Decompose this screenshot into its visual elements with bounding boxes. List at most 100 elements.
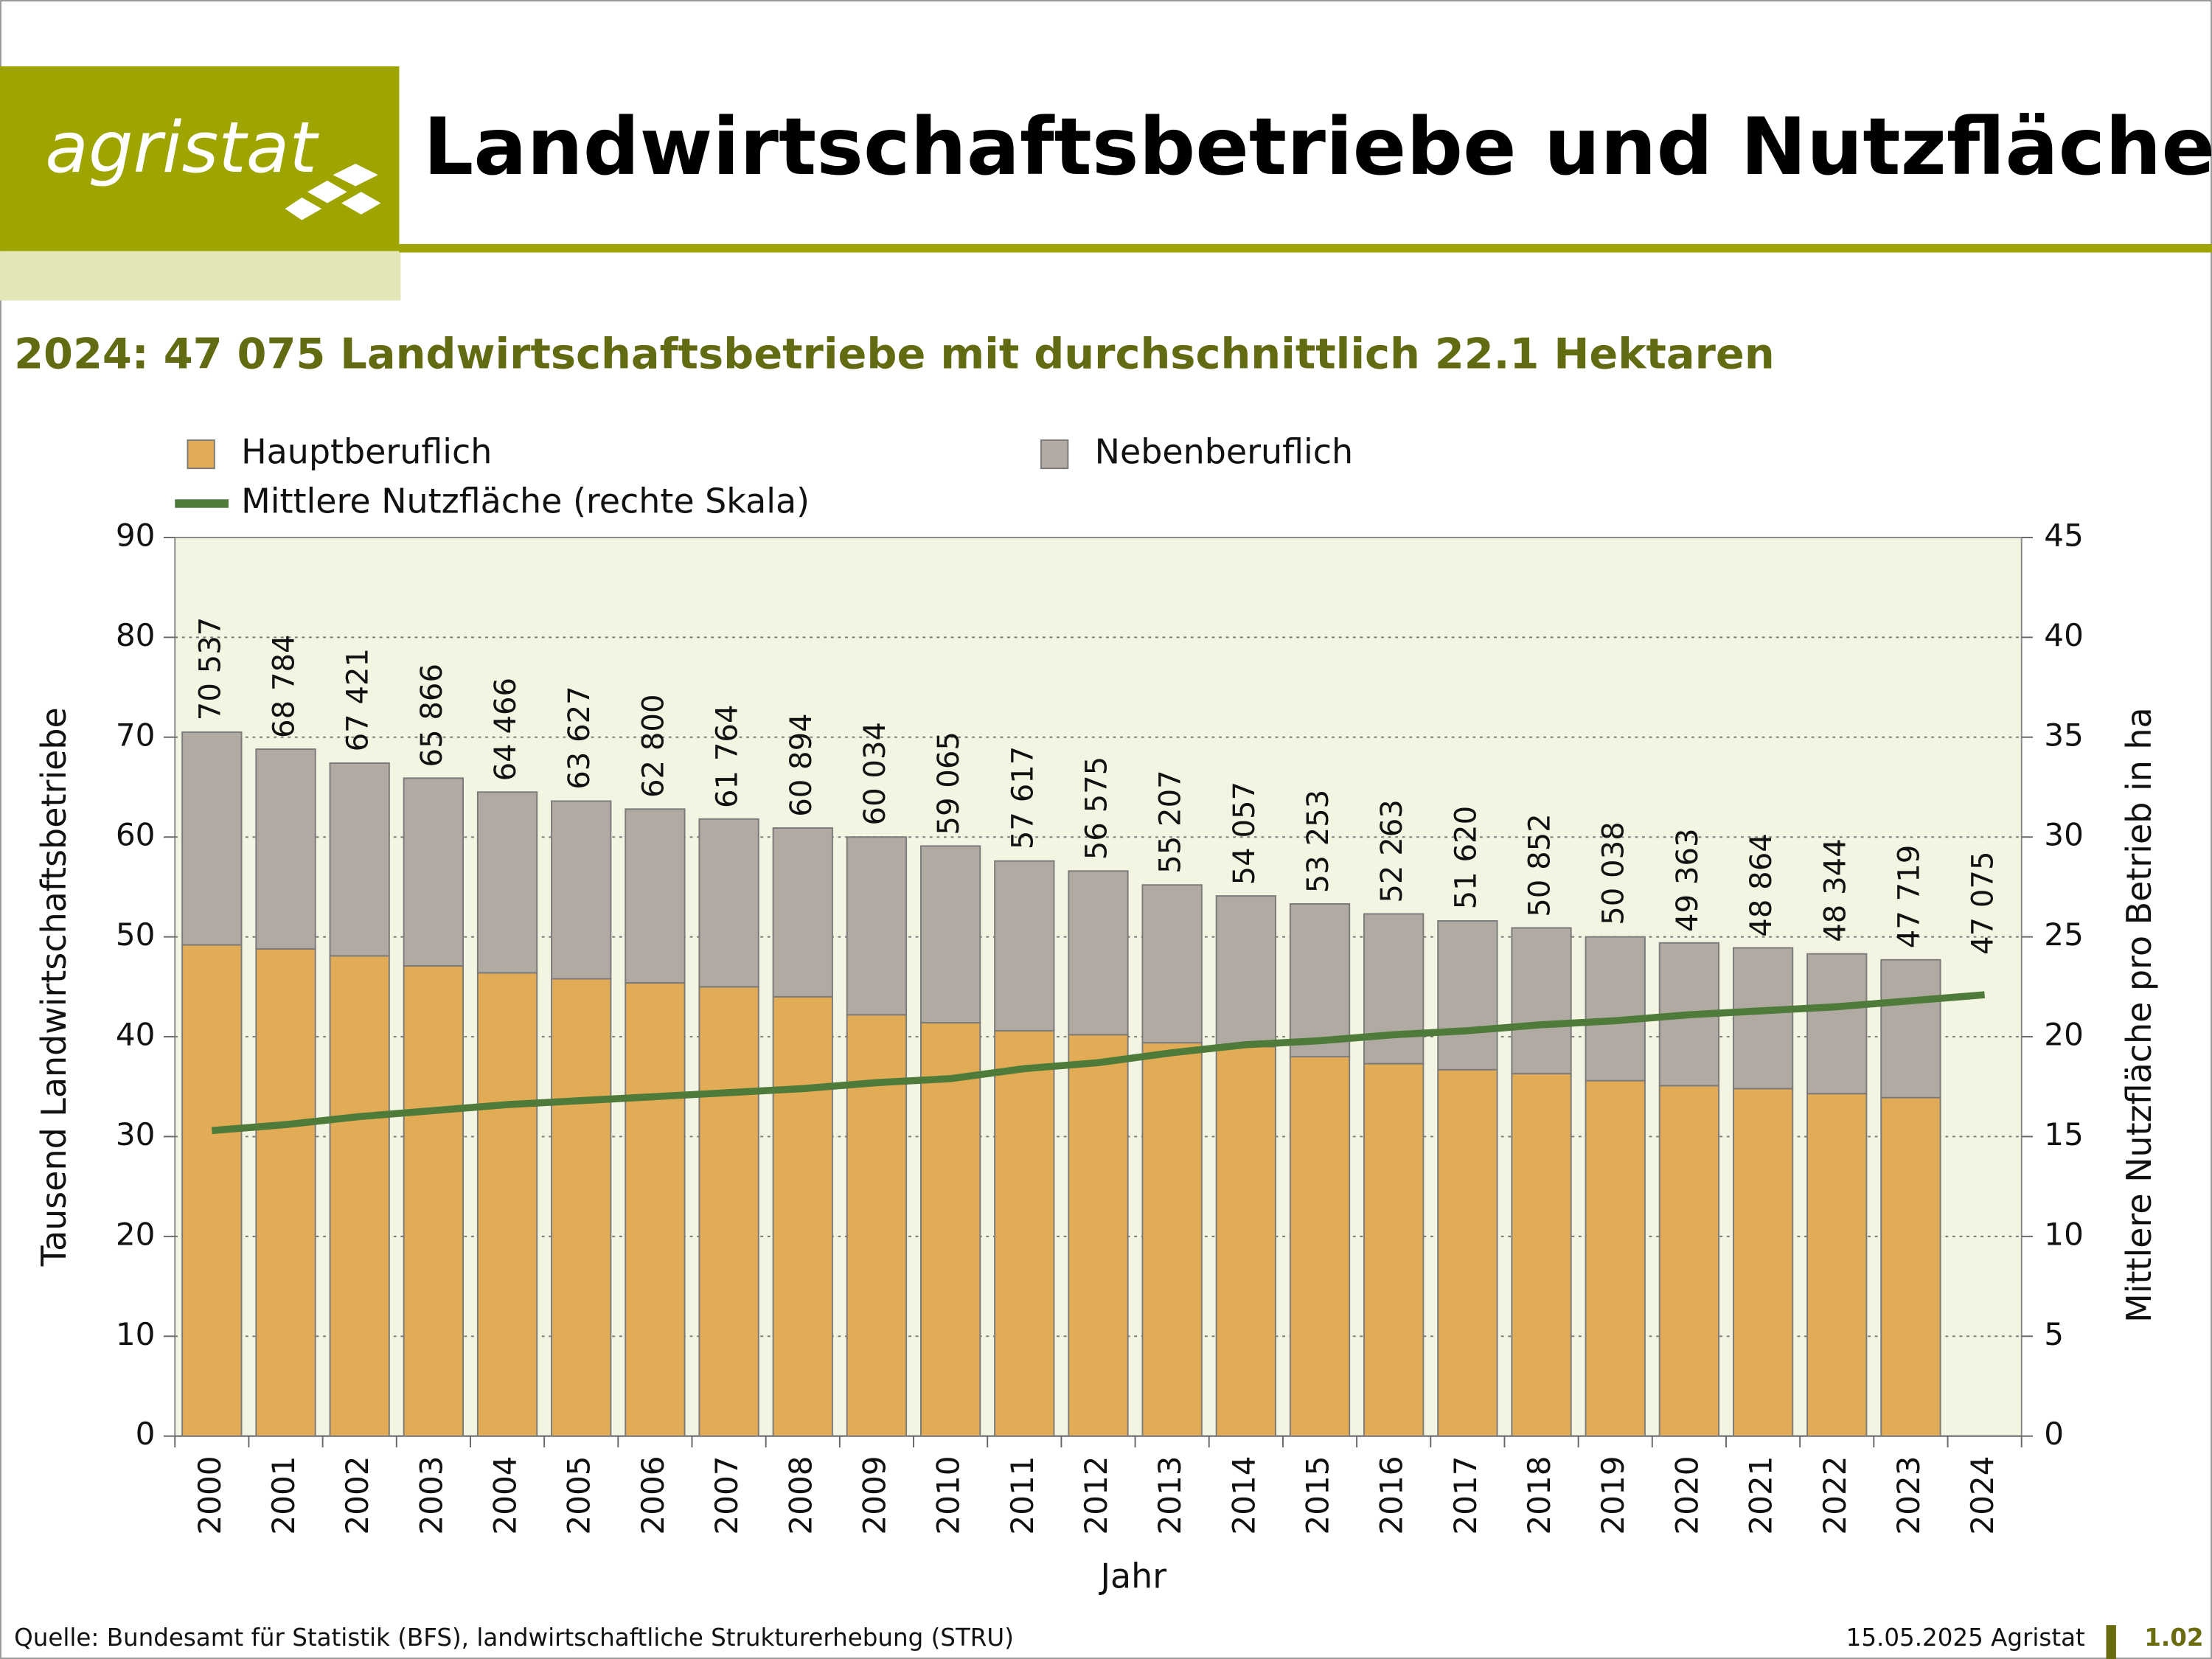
y2-tick-label: 25 <box>2044 917 2084 953</box>
y-tick-label: 50 <box>116 917 156 953</box>
bar <box>255 748 316 950</box>
x-tick-label: 2020 <box>1669 1455 1705 1534</box>
footer-bar <box>2106 1625 2116 1659</box>
value-label: 63 627 <box>563 686 597 790</box>
logo-box <box>0 66 400 251</box>
x-tick-label: 2021 <box>1743 1455 1779 1534</box>
bar <box>1732 947 1794 1090</box>
value-label: 60 894 <box>785 713 818 817</box>
x-tick-label: 2013 <box>1152 1455 1188 1534</box>
value-label: 67 421 <box>341 648 375 752</box>
bar <box>1068 870 1129 1036</box>
x-tick-label: 2000 <box>192 1455 228 1534</box>
y2-tick-label: 0 <box>2044 1416 2064 1452</box>
y2-tick-label: 5 <box>2044 1316 2064 1352</box>
x-tick-label: 2014 <box>1225 1455 1262 1534</box>
header-rule <box>399 243 2212 253</box>
x-tick-label: 2001 <box>265 1455 302 1534</box>
value-label: 49 363 <box>1671 828 1705 932</box>
bar <box>846 1014 908 1437</box>
value-label: 62 800 <box>636 694 670 798</box>
y2-axis-label: Mittlere Nutzfläche pro Betrieb in ha <box>2119 707 2159 1322</box>
y-tick-label: 20 <box>116 1216 156 1252</box>
value-label: 47 075 <box>1966 851 2000 955</box>
bar <box>476 972 538 1437</box>
legend-swatch <box>1040 439 1069 470</box>
bar <box>551 978 612 1437</box>
x-tick-label: 2003 <box>413 1455 449 1534</box>
bar <box>846 836 908 1016</box>
bar <box>1289 1056 1351 1437</box>
y-tick-label: 0 <box>136 1416 156 1452</box>
value-label: 57 617 <box>1006 746 1040 850</box>
x-tick-label: 2015 <box>1300 1455 1336 1534</box>
y-tick-label: 30 <box>116 1116 156 1152</box>
bar <box>919 845 981 1024</box>
y2-tick-label: 40 <box>2044 617 2084 653</box>
logo-text: agristat <box>45 106 319 189</box>
bar <box>1289 902 1351 1058</box>
bar <box>1215 1046 1276 1437</box>
x-tick-label: 2005 <box>561 1455 597 1534</box>
value-label: 51 620 <box>1449 806 1483 910</box>
bar <box>181 731 243 946</box>
line <box>211 991 1986 1135</box>
bar <box>1437 1068 1498 1437</box>
x-tick-label: 2016 <box>1374 1455 1410 1534</box>
bar <box>1141 884 1203 1044</box>
bar <box>1585 936 1646 1082</box>
value-label: 54 057 <box>1228 782 1262 886</box>
value-label: 64 466 <box>489 678 523 782</box>
y2-tick-label: 45 <box>2044 517 2084 553</box>
y-tick-label: 80 <box>116 617 156 653</box>
y-tick-label: 90 <box>116 517 156 553</box>
value-label: 70 537 <box>193 617 227 721</box>
y2-tick-label: 20 <box>2044 1017 2084 1053</box>
bar <box>476 791 538 974</box>
x-tick-label: 2008 <box>782 1455 818 1534</box>
bar <box>403 777 465 967</box>
page-title: Landwirtschaftsbetriebe und Nutzfläche <box>423 102 2212 193</box>
bar <box>1658 1085 1720 1437</box>
date: 15.05.2025 Agristat <box>1846 1624 2085 1652</box>
bar <box>255 947 316 1437</box>
x-tick-label: 2018 <box>1521 1455 1557 1534</box>
bar <box>1215 895 1276 1048</box>
x-tick-label: 2002 <box>339 1455 375 1534</box>
value-label: 60 034 <box>858 722 892 826</box>
bar <box>625 981 686 1437</box>
value-label: 50 852 <box>1523 813 1557 917</box>
x-tick-label: 2010 <box>931 1455 967 1534</box>
x-tick-label: 2019 <box>1595 1455 1631 1534</box>
bar <box>1363 1062 1425 1437</box>
x-tick-label: 2023 <box>1891 1455 1927 1534</box>
y-tick-label: 40 <box>116 1017 156 1053</box>
x-tick-label: 2007 <box>709 1455 745 1534</box>
value-label: 48 344 <box>1818 838 1852 942</box>
bar <box>1585 1079 1646 1437</box>
bar <box>329 955 390 1437</box>
bar <box>1511 927 1572 1075</box>
value-label: 53 253 <box>1301 790 1335 894</box>
bar <box>772 995 833 1437</box>
value-label: 59 065 <box>932 731 966 835</box>
x-tick-label: 2009 <box>856 1455 892 1534</box>
y2-tick-label: 10 <box>2044 1216 2084 1252</box>
source: Quelle: Bundesamt für Statistik (BFS), l… <box>14 1624 1014 1652</box>
x-tick-label: 2017 <box>1447 1455 1484 1534</box>
bar <box>1880 1096 1941 1437</box>
bar <box>1806 1093 1868 1437</box>
logo-strip <box>0 251 401 301</box>
bar <box>1806 953 1868 1095</box>
y-tick-label: 60 <box>116 817 156 853</box>
value-label: 48 864 <box>1745 833 1778 937</box>
chart-title: 2024: 47 075 Landwirtschaftsbetriebe mit… <box>14 330 1775 379</box>
bar <box>919 1022 981 1437</box>
page-number: 1.02 <box>2144 1624 2203 1652</box>
bar <box>329 762 390 957</box>
y-tick-label: 10 <box>116 1316 156 1352</box>
x-tick-label: 2006 <box>635 1455 671 1534</box>
x-tick-label: 2012 <box>1078 1455 1114 1534</box>
legend-swatch <box>187 439 215 470</box>
